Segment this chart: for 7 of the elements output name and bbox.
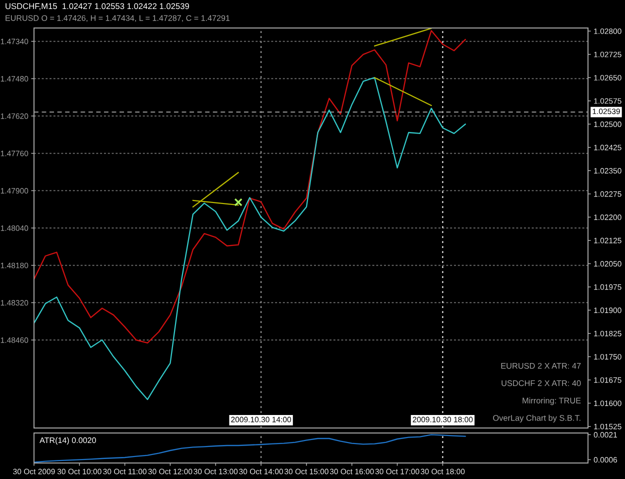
- chart-subtitle: EURUSD O = 1.47426, H = 1.47434, L = 1.47287, C = 1.47291: [6, 15, 230, 22]
- chart-title: USDCHF,M15 1.02427 1.02553 1.02422 1.02539: [6, 3, 189, 10]
- chart-title: ATR(14) 0.0020: [40, 437, 96, 445]
- annotation: OverLay Chart by S.B.T.: [493, 414, 580, 422]
- annotation: USDCHF 2 X ATR: 40: [502, 380, 581, 386]
- annotation: EURUSD 2 X ATR: 47: [501, 362, 581, 369]
- annotation: Mirroring: TRUE: [522, 397, 581, 406]
